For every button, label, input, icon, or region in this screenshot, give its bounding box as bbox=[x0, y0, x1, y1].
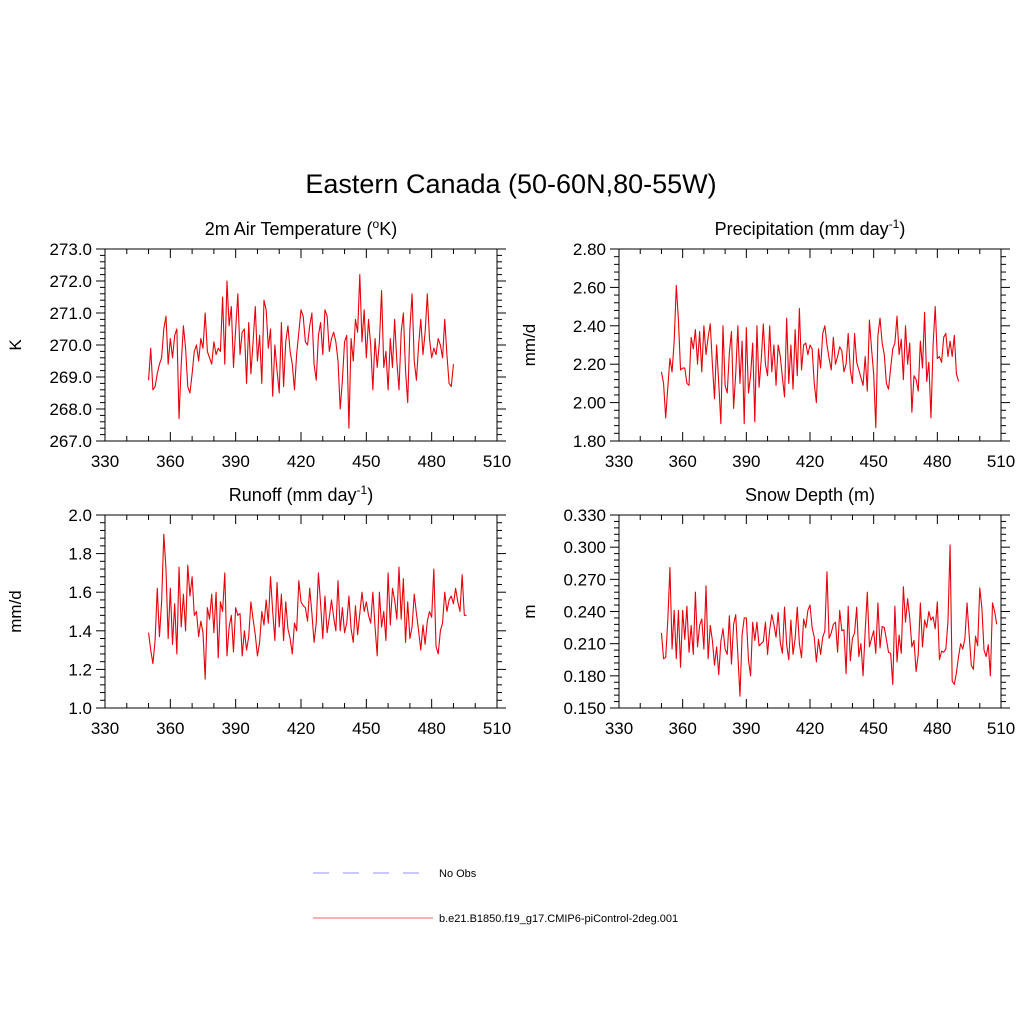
y-tick-label: 268.0 bbox=[49, 400, 92, 419]
y-tick-label: 0.210 bbox=[563, 635, 606, 654]
y-tick-label: 2.20 bbox=[573, 355, 606, 374]
x-tick-label: 450 bbox=[352, 452, 380, 471]
x-tick-label: 330 bbox=[91, 452, 119, 471]
y-axis-label: m bbox=[520, 604, 539, 618]
y-tick-label: 2.40 bbox=[573, 317, 606, 336]
x-tick-label: 480 bbox=[923, 719, 951, 738]
y-tick-label: 2.00 bbox=[573, 394, 606, 413]
panel-title-text: Runoff (mm day bbox=[229, 485, 357, 505]
plot-frame bbox=[104, 248, 498, 442]
y-tick-label: 0.150 bbox=[563, 699, 606, 718]
y-tick-label: 0.240 bbox=[563, 603, 606, 622]
x-tick-label: 510 bbox=[987, 719, 1015, 738]
x-tick-label: 420 bbox=[796, 719, 824, 738]
legend-label-model: b.e21.B1850.f19_g17.CMIP6-piControl-2deg… bbox=[439, 913, 678, 925]
panel-air-temperature: 2m Air Temperature (oK) K 330 360 390 420 450 4… bbox=[6, 217, 511, 471]
legend: No Obs b.e21.B1850.f19_g17.CMIP6-piContr… bbox=[313, 868, 678, 925]
x-tick-label: 360 bbox=[668, 452, 696, 471]
y-tick-label: 0.330 bbox=[563, 506, 606, 525]
x-tick-label: 330 bbox=[91, 719, 119, 738]
y-axis-label: K bbox=[6, 339, 25, 351]
x-tick-label: 450 bbox=[859, 452, 887, 471]
panel-title-text: Snow Depth (m) bbox=[745, 485, 875, 505]
x-tick-label: 510 bbox=[483, 452, 511, 471]
x-tick-label: 420 bbox=[796, 452, 824, 471]
y-tick-label: 2.60 bbox=[573, 278, 606, 297]
panel-title: Snow Depth (m) bbox=[745, 485, 875, 505]
y-tick-label: 2.0 bbox=[68, 506, 92, 525]
figure-title: Eastern Canada (50-60N,80-55W) bbox=[305, 169, 716, 199]
y-tick-label: 0.300 bbox=[563, 538, 606, 557]
panel-title: Runoff (mm day-1) bbox=[229, 483, 373, 505]
x-tick-label: 360 bbox=[156, 452, 184, 471]
panel-title-text: 2m Air Temperature ( bbox=[205, 219, 373, 239]
x-tick-label: 420 bbox=[287, 452, 315, 471]
series-line bbox=[660, 544, 998, 697]
y-axis-label: mm/d bbox=[6, 590, 25, 633]
panel-title: Precipitation (mm day-1) bbox=[715, 217, 906, 239]
x-tick-label: 510 bbox=[483, 719, 511, 738]
x-tick-label: 390 bbox=[221, 452, 249, 471]
x-tick-label: 480 bbox=[417, 719, 445, 738]
series-line bbox=[148, 533, 467, 680]
panel-title-tail: ) bbox=[367, 485, 373, 505]
panel-title: 2m Air Temperature (oK) bbox=[205, 217, 397, 239]
x-tick-label: 390 bbox=[732, 719, 760, 738]
y-tick-label: 1.2 bbox=[68, 660, 92, 679]
y-tick-label: 1.80 bbox=[573, 432, 606, 451]
y-tick-label: 1.8 bbox=[68, 545, 92, 564]
y-tick-label: 271.0 bbox=[49, 304, 92, 323]
y-axis-label: mm/d bbox=[520, 324, 539, 367]
panel-title-superscript: o bbox=[373, 217, 380, 231]
y-tick-label: 1.0 bbox=[68, 699, 92, 718]
y-tick-label: 2.80 bbox=[573, 240, 606, 259]
y-tick-label: 1.6 bbox=[68, 583, 92, 602]
x-tick-label: 450 bbox=[352, 719, 380, 738]
y-tick-label: 267.0 bbox=[49, 432, 92, 451]
panel-title-text: Precipitation (mm day bbox=[715, 219, 889, 239]
panel-snow-depth: Snow Depth (m) m 330 360 390 420 450 480 510 0.15… bbox=[520, 485, 1015, 738]
y-tick-label: 273.0 bbox=[49, 240, 92, 259]
series-line bbox=[148, 274, 454, 429]
x-tick-label: 510 bbox=[987, 452, 1015, 471]
x-tick-label: 390 bbox=[732, 452, 760, 471]
panel-title-superscript: -1 bbox=[357, 483, 368, 497]
y-tick-label: 270.0 bbox=[49, 336, 92, 355]
y-tick-label: 0.180 bbox=[563, 667, 606, 686]
x-tick-label: 390 bbox=[221, 719, 249, 738]
y-tick-label: 1.4 bbox=[68, 622, 92, 641]
x-tick-label: 360 bbox=[156, 719, 184, 738]
legend-label-no-obs: No Obs bbox=[439, 868, 477, 880]
y-tick-label: 0.270 bbox=[563, 570, 606, 589]
panel-title-superscript: -1 bbox=[889, 217, 900, 231]
y-tick-label: 272.0 bbox=[49, 272, 92, 291]
plot-frame bbox=[618, 514, 1002, 709]
x-tick-label: 480 bbox=[923, 452, 951, 471]
x-tick-label: 420 bbox=[287, 719, 315, 738]
x-tick-label: 330 bbox=[605, 719, 633, 738]
panel-title-tail: K) bbox=[379, 219, 397, 239]
y-tick-label: 269.0 bbox=[49, 368, 92, 387]
x-tick-label: 360 bbox=[668, 719, 696, 738]
x-tick-label: 450 bbox=[859, 719, 887, 738]
series-line bbox=[660, 284, 960, 429]
panel-precipitation: Precipitation (mm day-1) mm/d 330 360 390 420… bbox=[520, 217, 1015, 471]
panel-title-tail: ) bbox=[899, 219, 905, 239]
x-tick-label: 480 bbox=[417, 452, 445, 471]
panel-runoff: Runoff (mm day-1) mm/d 330 360 390 420 450 480 5… bbox=[6, 483, 511, 738]
x-tick-label: 330 bbox=[605, 452, 633, 471]
